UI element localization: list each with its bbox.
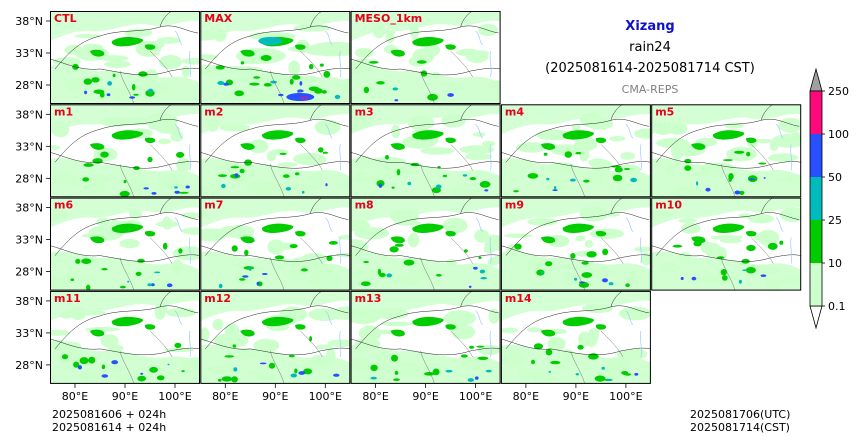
lon-tick-label: 100°E [309,390,342,403]
lat-tick-label: 38°N [15,108,43,121]
region-title: Xizang [625,19,675,34]
colorbar-level-label: 10 [828,257,842,270]
lon-tick-label: 90°E [412,390,438,403]
colorbar-segment [810,134,822,177]
lat-tick-label: 33°N [15,327,43,340]
panel-label: m14 [505,292,532,305]
colorbar-over-triangle [809,67,823,92]
map-panel-MAX: MAX [200,11,351,104]
colorbar-segment [810,177,822,220]
panel-label: m6 [54,199,73,212]
lon-tick-label: 80°E [513,390,539,403]
colorbar-level-label: 25 [828,214,842,227]
lon-tick-label: 90°E [262,390,288,403]
map-panel-MESO_1km: MESO_1km [350,11,501,104]
init-time-cst: 2025081614 + 024h [52,421,167,434]
variable-title: rain24 [629,40,671,55]
lon-tick-label: 90°E [563,390,589,403]
panel-label: m4 [505,105,524,118]
lat-tick-label: 33°N [15,140,43,153]
map-panel-m2: m2 [200,104,351,198]
panel-label: m3 [355,105,374,118]
map-panel-m5: m5 [651,104,802,198]
map-panel-m11: m11 [50,290,200,384]
map-panel-m1: m1 [50,104,200,198]
colorbar-level-label: 100 [828,128,849,141]
colorbar-level-label: 50 [828,171,842,184]
lon-tick-label: 80°E [62,390,88,403]
map-panel-m4: m4 [500,104,651,198]
panel-label: m13 [355,292,382,305]
lat-tick-label: 28°N [15,359,43,372]
lat-tick-label: 28°N [15,172,43,185]
lat-tick-label: 33°N [15,234,43,247]
panel-label: MAX [204,12,232,25]
period-title: (2025081614-2025081714 CST) [545,61,755,76]
lon-tick-label: 80°E [212,390,238,403]
panel-label: m12 [204,292,231,305]
map-panel-m13: m13 [350,290,501,384]
panel-label: m8 [355,199,374,212]
colorbar-level-label: 250 [828,85,849,98]
panel-label: m2 [204,105,223,118]
lat-tick-label: 38°N [15,15,43,28]
panel-label: m10 [655,199,682,212]
colorbar-segment [810,91,822,134]
valid-time-cst: 2025081714(CST) [690,421,790,434]
map-panel-m12: m12 [200,290,351,384]
panel-label: MESO_1km [355,12,423,25]
colorbar-level-label: 0.1 [828,300,846,313]
panel-label: m9 [505,199,524,212]
map-panel-m10: m10 [651,197,802,291]
lon-tick-label: 100°E [158,390,191,403]
colorbar-segment [810,263,822,306]
map-panel-m6: m6 [50,197,200,291]
lon-tick-label: 100°E [609,390,642,403]
map-panel-m8: m8 [350,197,501,291]
lon-tick-label: 100°E [459,390,492,403]
model-label: CMA-REPS [621,83,679,96]
lon-tick-label: 80°E [362,390,388,403]
map-panel-m7: m7 [200,197,351,291]
panel-label: m5 [655,105,674,118]
init-time-utc: 2025081606 + 024h [52,408,167,421]
lat-tick-label: 38°N [15,295,43,308]
map-panel-m3: m3 [350,104,501,198]
panel-label: m7 [204,199,223,212]
map-panel-m9: m9 [500,197,651,291]
colorbar-segment [810,220,822,263]
panel-label: m1 [54,105,73,118]
map-panel-m14: m14 [500,290,651,384]
lat-tick-label: 38°N [15,202,43,215]
lat-tick-label: 28°N [15,79,43,92]
colorbar-under-triangle [809,305,823,330]
lon-tick-label: 90°E [112,390,138,403]
panel-label: m11 [54,292,81,305]
map-panel-CTL: CTL [50,11,200,104]
lat-tick-label: 33°N [15,47,43,60]
panel-label: CTL [54,12,77,25]
colorbar: 0.1 10 25 50 100 250 [809,67,849,330]
valid-time-utc: 2025081706(UTC) [690,408,791,421]
lat-tick-label: 28°N [15,266,43,279]
